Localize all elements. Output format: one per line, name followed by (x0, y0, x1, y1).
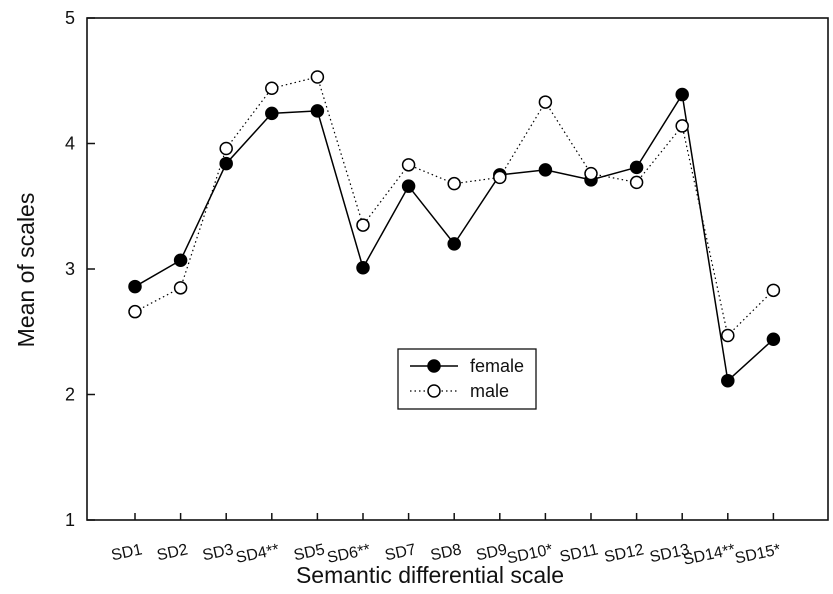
x-tick-label: SD3 (201, 541, 235, 564)
x-tick-label: SD14** (682, 541, 737, 569)
data-point (584, 166, 598, 181)
data-point (493, 170, 507, 185)
x-tick-label: SD8 (429, 541, 463, 564)
y-axis-title: Mean of scales (13, 193, 39, 348)
data-point (675, 119, 689, 133)
data-point (219, 141, 233, 156)
x-tick-label: SD12 (603, 541, 646, 566)
data-point (128, 304, 142, 319)
data-point (447, 176, 461, 191)
x-tick-label: SD7 (383, 541, 417, 564)
x-tick-label: SD4** (234, 541, 280, 567)
x-tick-label: SD1 (110, 541, 144, 564)
legend-item-female: female (410, 356, 524, 376)
x-tick-label: SD2 (155, 541, 189, 564)
x-axis-title: Semantic differential scale (296, 562, 564, 588)
data-point (538, 95, 553, 109)
legend-box (397, 348, 537, 410)
data-point (173, 253, 188, 267)
y-tick-label: 1 (65, 510, 75, 530)
series-male (128, 70, 781, 343)
data-point (721, 328, 735, 343)
data-point (447, 237, 461, 251)
legend-label: male (470, 381, 509, 401)
legend: female male (397, 348, 537, 410)
data-point (629, 175, 644, 190)
data-point (356, 260, 370, 275)
data-point (766, 332, 781, 347)
y-tick-label: 2 (65, 385, 75, 405)
legend-item-male: male (410, 381, 509, 401)
series-line (134, 76, 774, 337)
data-point (356, 218, 370, 232)
data-point (128, 279, 142, 294)
data-point (629, 160, 644, 175)
legend-label: female (470, 356, 524, 376)
plot-frame (86, 17, 829, 521)
data-point (721, 373, 735, 388)
data-point (219, 156, 233, 171)
series-female (128, 87, 781, 388)
x-tick-label: SD9 (475, 541, 509, 564)
data-point (401, 158, 416, 172)
data-point (310, 70, 325, 84)
legend-marker (427, 384, 441, 398)
data-point (675, 87, 689, 102)
data-point (766, 283, 781, 298)
legend-marker (427, 359, 441, 373)
data-point (401, 179, 416, 193)
y-tick-label: 5 (65, 8, 75, 28)
x-tick-label: SD11 (558, 541, 600, 566)
data-point (310, 104, 325, 118)
data-point (265, 106, 279, 121)
data-point (173, 281, 188, 295)
data-point (265, 81, 279, 96)
data-point (538, 163, 553, 177)
y-axis: 1 2 3 4 5 (65, 8, 95, 530)
plot-border (86, 17, 829, 521)
x-tick-label: SD15* (733, 541, 782, 567)
x-tick-label: SD5 (292, 541, 326, 564)
series-layer (128, 70, 781, 388)
y-tick-label: 4 (65, 134, 75, 154)
y-tick-label: 3 (65, 259, 75, 279)
